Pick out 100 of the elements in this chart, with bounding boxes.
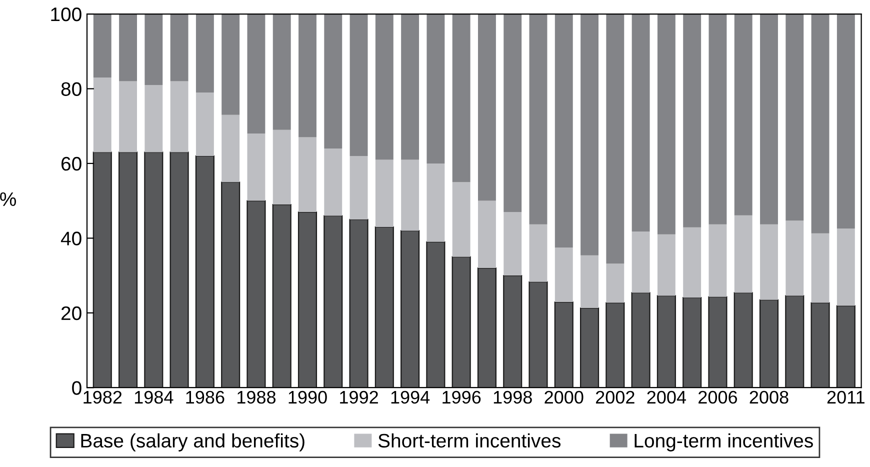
y-tick-label: 40 xyxy=(60,232,82,246)
bar xyxy=(734,215,752,293)
bar xyxy=(836,228,855,306)
bar xyxy=(118,152,138,388)
x-tick-label: 1992 xyxy=(340,390,378,404)
bar xyxy=(657,14,676,234)
x-tick-label: 1996 xyxy=(442,390,481,404)
x-tick-label: 2004 xyxy=(647,390,686,404)
bar xyxy=(504,212,522,276)
bar xyxy=(580,307,600,388)
bar xyxy=(272,14,291,130)
bar xyxy=(836,14,855,228)
y-tick-label: 0 xyxy=(72,381,82,395)
bar xyxy=(708,224,727,297)
bar xyxy=(631,292,650,388)
y-axis-title: % xyxy=(0,192,16,206)
bar xyxy=(170,152,189,388)
bar xyxy=(529,14,548,224)
x-tick-label: 1986 xyxy=(186,390,224,404)
bar xyxy=(298,14,316,138)
bar xyxy=(93,78,112,152)
bar xyxy=(682,297,702,388)
bar xyxy=(247,134,266,201)
bar xyxy=(350,156,368,220)
x-tick-label: 2011 xyxy=(827,390,864,404)
bar xyxy=(606,14,624,264)
legend-label: Long-term incentives xyxy=(634,433,813,452)
bar xyxy=(503,274,522,388)
bar xyxy=(221,182,240,388)
bar xyxy=(759,299,779,388)
bar xyxy=(683,14,702,228)
bar xyxy=(222,14,240,115)
bar xyxy=(554,14,573,248)
bar xyxy=(786,14,804,221)
bar xyxy=(401,160,420,231)
bar xyxy=(350,14,368,156)
x-tick-label: 1998 xyxy=(494,390,532,404)
bar xyxy=(298,211,318,388)
bar xyxy=(119,81,137,152)
bar xyxy=(401,14,420,160)
bar xyxy=(452,14,470,182)
bar xyxy=(298,137,316,212)
bar xyxy=(324,148,342,216)
bar xyxy=(606,302,625,388)
bar xyxy=(375,14,394,160)
bar xyxy=(811,233,830,303)
bar xyxy=(144,84,163,152)
bar xyxy=(272,130,291,205)
x-tick-label: 2008 xyxy=(750,390,788,404)
legend-label: Short-term incentives xyxy=(378,433,561,448)
bar xyxy=(374,226,394,388)
x-tick-label: 2002 xyxy=(596,390,634,404)
bar xyxy=(195,155,214,388)
bar xyxy=(760,224,778,300)
bar xyxy=(246,200,266,388)
bar xyxy=(247,14,266,134)
bar xyxy=(144,14,163,85)
bar xyxy=(708,14,727,224)
bar xyxy=(478,200,496,268)
bar xyxy=(606,264,624,303)
bar xyxy=(478,14,496,201)
bar xyxy=(657,234,676,296)
x-tick-label: 1990 xyxy=(288,390,327,404)
bar xyxy=(786,220,804,296)
y-tick-label: 60 xyxy=(62,156,82,171)
legend-label: Base (salary and benefits) xyxy=(81,433,304,452)
bar xyxy=(170,81,188,152)
bar xyxy=(324,215,343,388)
bar xyxy=(708,296,728,388)
bar xyxy=(554,248,573,302)
bar xyxy=(196,92,214,156)
bar xyxy=(426,14,445,164)
bar xyxy=(119,14,137,82)
bar xyxy=(632,231,650,293)
bar xyxy=(375,160,394,227)
bar xyxy=(144,152,164,388)
bar xyxy=(452,256,471,388)
x-tick-label: 1994 xyxy=(391,390,430,404)
x-tick-label: 1982 xyxy=(84,390,122,404)
bar xyxy=(272,204,292,388)
bar xyxy=(528,281,548,388)
bar xyxy=(477,268,496,388)
bar xyxy=(683,227,702,298)
bar xyxy=(349,218,368,388)
bar xyxy=(196,14,214,92)
bar xyxy=(93,14,112,78)
bar xyxy=(554,302,574,388)
bar xyxy=(785,295,804,388)
bar xyxy=(92,152,112,388)
x-tick-label: 2006 xyxy=(698,390,738,404)
y-tick-label: 80 xyxy=(61,82,82,96)
bar xyxy=(734,14,752,216)
bar xyxy=(426,163,445,242)
x-tick-label: 1988 xyxy=(238,390,276,404)
bar xyxy=(170,14,188,82)
y-tick-label: 20 xyxy=(61,306,82,320)
x-tick-label: 1984 xyxy=(134,390,174,404)
bar xyxy=(222,114,240,182)
bar xyxy=(810,302,830,388)
bar xyxy=(529,224,548,282)
